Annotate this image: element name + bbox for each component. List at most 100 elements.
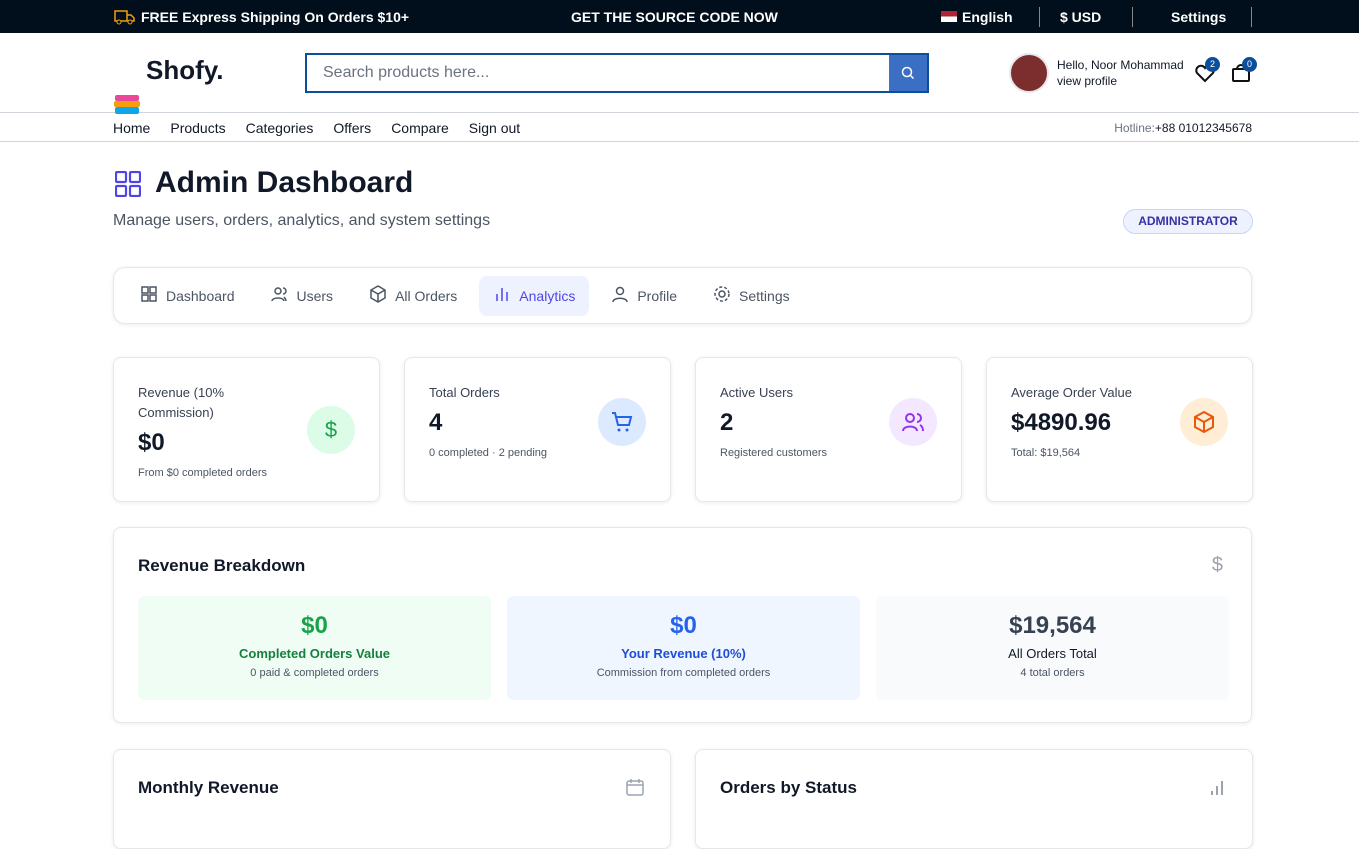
stat-value: $0 <box>138 429 165 456</box>
stat-card: Average Order Value $4890.96 Total: $19,56… <box>986 357 1253 502</box>
stat-icon: $ <box>307 406 355 454</box>
hotline: Hotline:+88 01012345678 <box>1114 121 1252 135</box>
stat-card: Active Users 2 Registered customers <box>695 357 962 502</box>
stat-icon <box>889 398 937 446</box>
logo[interactable]: Shofy. <box>146 55 224 85</box>
breakdown-value: $0 <box>670 612 697 639</box>
breakdown-value: $19,564 <box>1009 612 1096 639</box>
tab-bar: Dashboard Users All Orders Analytics Profile… <box>113 267 1252 324</box>
nav-link[interactable]: Products <box>170 120 226 136</box>
nav-link[interactable]: Sign out <box>468 120 521 136</box>
icon <box>370 285 386 303</box>
tab-label: Dashboard <box>166 287 235 304</box>
divider <box>1039 7 1040 27</box>
stat-icon <box>1180 398 1228 446</box>
icon <box>612 286 629 303</box>
stat-value: 4 <box>429 409 443 436</box>
stat-note: From $0 completed orders <box>138 467 267 479</box>
stat-note: 0 completed · 2 pending <box>429 447 548 459</box>
language[interactable]: English <box>962 9 1013 25</box>
icon <box>714 286 730 302</box>
icon <box>1194 410 1214 434</box>
chart-icon <box>1211 781 1223 795</box>
search-button[interactable] <box>889 55 927 91</box>
breakdown-box: $0 Your Revenue (10%) Commission from comp… <box>507 596 860 700</box>
nav-link[interactable]: Home <box>113 120 151 136</box>
hotline-number[interactable]: +88 01012345678 <box>1154 121 1252 135</box>
tab[interactable]: All Orders <box>355 276 471 316</box>
avatar[interactable] <box>1009 53 1049 93</box>
source-link[interactable]: GET THE SOURCE CODE NOW <box>571 9 778 25</box>
page-subtitle: Manage users, orders, analytics, and sys… <box>113 212 491 229</box>
tab[interactable]: Users <box>257 276 348 316</box>
icon <box>270 287 287 302</box>
breakdown-box: $19,564 All Orders Total 4 total orders <box>876 596 1229 700</box>
breakdown-label: Completed Orders Value <box>239 646 390 661</box>
tab-label: Profile <box>637 287 678 304</box>
panel-title: Orders by Status <box>720 778 857 797</box>
stat-note: Registered customers <box>720 447 827 459</box>
stat-value: $4890.96 <box>1011 409 1112 436</box>
stat-card: Revenue (10% Commission) $0 From $0 comple… <box>113 357 380 502</box>
logo-icon <box>114 95 140 114</box>
tab-label: Users <box>296 287 334 304</box>
tab-label: All Orders <box>395 287 458 304</box>
hotline-label: Hotline: <box>1114 121 1155 135</box>
nav-link[interactable]: Categories <box>245 120 314 136</box>
flag <box>941 11 957 22</box>
nav-link[interactable]: Compare <box>391 120 449 136</box>
page-title: Admin Dashboard <box>155 166 414 199</box>
tab[interactable]: Analytics <box>479 275 590 316</box>
stat-label: Active Users <box>720 385 793 400</box>
stat-label: Revenue (10% Commission) <box>138 385 224 420</box>
tab-icon <box>713 285 731 306</box>
tab-icon <box>140 285 158 306</box>
settings-menu[interactable]: Settings <box>1171 9 1227 25</box>
stat-label: Average Order Value <box>1011 385 1132 400</box>
tab[interactable]: Settings <box>699 276 804 316</box>
icon <box>612 412 633 432</box>
stat-note: Total: $19,564 <box>1011 447 1081 459</box>
search-box[interactable]: Search products here... <box>305 53 929 93</box>
search-placeholder: Search products here... <box>323 64 490 81</box>
breakdown-note: 0 paid & completed orders <box>250 667 379 679</box>
tab[interactable]: Dashboard <box>126 276 249 316</box>
tab-icon <box>369 285 387 306</box>
search-icon <box>901 66 915 80</box>
icon <box>141 286 157 302</box>
nav: Home Products Categories Offers Compare Sign … <box>0 113 1359 142</box>
section-title: Revenue Breakdown <box>138 556 306 575</box>
shipping-text: FREE Express Shipping On Orders $10+ <box>141 9 410 25</box>
panel-title: Monthly Revenue <box>138 778 279 797</box>
tab-label: Settings <box>739 287 790 304</box>
cart-count: 0 <box>1242 57 1257 72</box>
dollar-icon: $ <box>1211 554 1223 576</box>
stat-value: 2 <box>720 409 734 436</box>
truck-icon <box>114 10 135 25</box>
stat-label: Total Orders <box>429 385 500 400</box>
nav-link[interactable]: Offers <box>333 120 372 136</box>
top-bar: FREE Express Shipping On Orders $10+ GET… <box>0 0 1359 33</box>
revenue-breakdown: Revenue Breakdown $ $0 Completed Orders V… <box>113 527 1252 723</box>
breakdown-label: Your Revenue (10%) <box>621 646 746 661</box>
stats-row: Revenue (10% Commission) $0 From $0 comple… <box>113 357 1253 502</box>
currency[interactable]: $ USD <box>1060 9 1102 25</box>
breakdown-box: $0 Completed Orders Value 0 paid & complet… <box>138 596 491 700</box>
greeting: Hello, Noor Mohammad <box>1057 58 1184 72</box>
stat-card: Total Orders 4 0 completed · 2 pending <box>404 357 671 502</box>
tab-icon <box>493 285 511 306</box>
icon <box>496 288 509 301</box>
role-badge: ADMINISTRATOR <box>1123 209 1253 234</box>
calendar-icon <box>626 779 644 796</box>
divider <box>1251 7 1252 27</box>
tab[interactable]: Profile <box>597 276 691 316</box>
panel: Orders by Status <box>695 749 1253 849</box>
profile-link[interactable]: view profile <box>1057 74 1118 88</box>
tab-icon <box>270 285 289 306</box>
panel: Monthly Revenue <box>113 749 671 849</box>
icon: $ <box>325 418 337 442</box>
breakdown-value: $0 <box>301 612 328 639</box>
icon <box>902 413 924 432</box>
